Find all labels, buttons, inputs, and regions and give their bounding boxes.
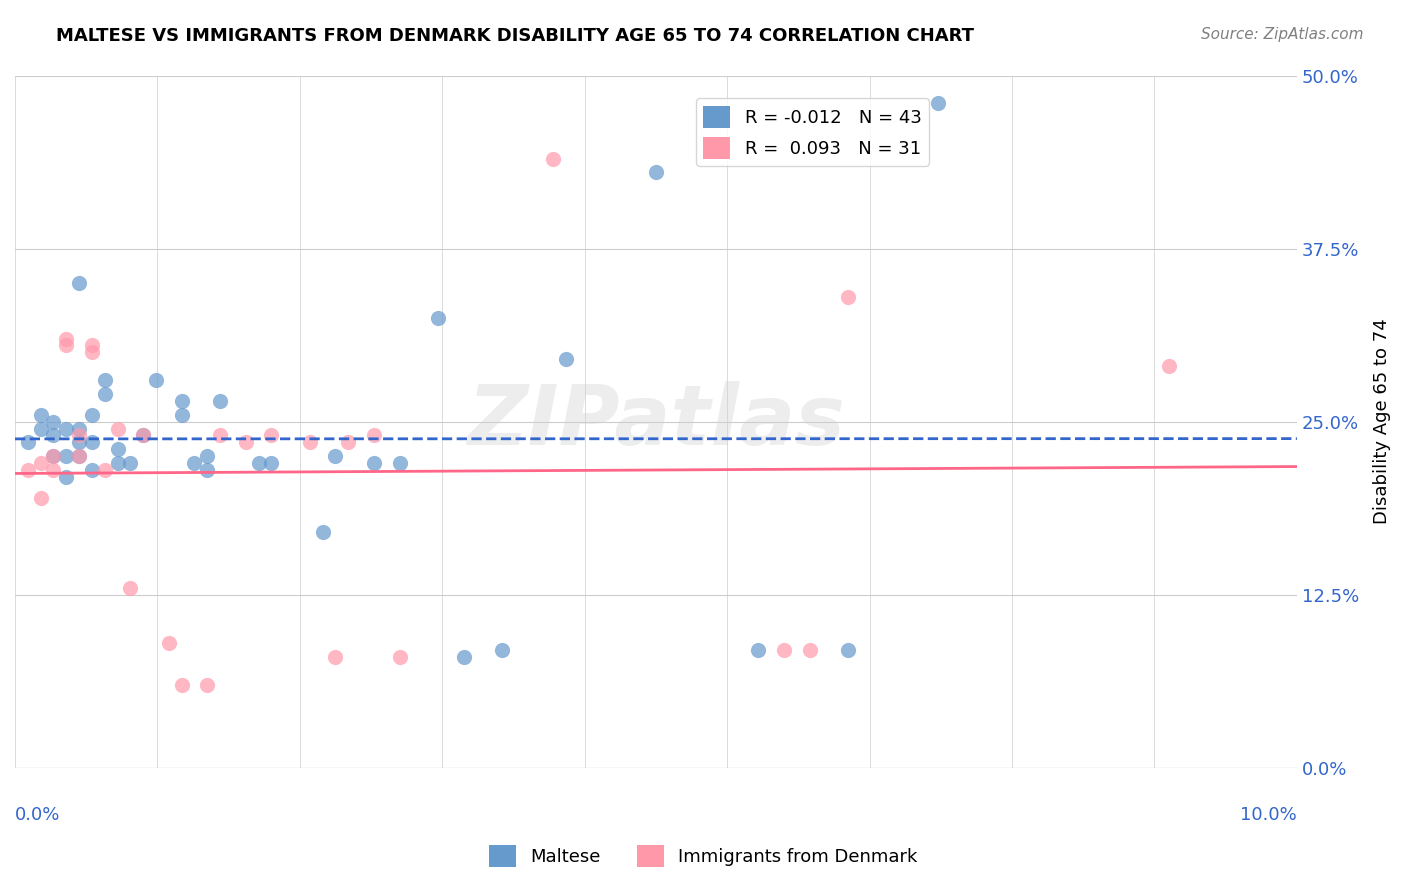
Text: MALTESE VS IMMIGRANTS FROM DENMARK DISABILITY AGE 65 TO 74 CORRELATION CHART: MALTESE VS IMMIGRANTS FROM DENMARK DISAB… bbox=[56, 27, 974, 45]
Point bbox=[260, 456, 283, 470]
Point bbox=[453, 649, 475, 664]
Point bbox=[337, 435, 360, 450]
Point bbox=[799, 643, 821, 657]
Point bbox=[543, 152, 565, 166]
Point bbox=[30, 491, 52, 505]
Point bbox=[427, 310, 450, 325]
Point bbox=[107, 456, 129, 470]
Point bbox=[67, 435, 90, 450]
Point bbox=[555, 352, 578, 367]
Point bbox=[93, 463, 115, 477]
Point bbox=[17, 463, 39, 477]
Point bbox=[80, 435, 103, 450]
Point bbox=[1157, 359, 1180, 374]
Text: ZIPatlas: ZIPatlas bbox=[467, 381, 845, 462]
Point bbox=[93, 373, 115, 387]
Point bbox=[235, 435, 257, 450]
Point bbox=[67, 428, 90, 442]
Point bbox=[42, 415, 65, 429]
Text: Source: ZipAtlas.com: Source: ZipAtlas.com bbox=[1201, 27, 1364, 42]
Point bbox=[42, 449, 65, 463]
Point bbox=[170, 393, 193, 408]
Point bbox=[145, 373, 167, 387]
Point bbox=[388, 649, 411, 664]
Point bbox=[67, 421, 90, 435]
Point bbox=[30, 456, 52, 470]
Point bbox=[837, 290, 859, 304]
Point bbox=[773, 643, 796, 657]
Point bbox=[132, 428, 155, 442]
Point bbox=[195, 463, 218, 477]
Point bbox=[260, 428, 283, 442]
Point bbox=[55, 332, 77, 346]
Point bbox=[747, 643, 769, 657]
Point bbox=[170, 678, 193, 692]
Point bbox=[363, 428, 385, 442]
Point bbox=[67, 449, 90, 463]
Point bbox=[120, 581, 142, 595]
Legend: Maltese, Immigrants from Denmark: Maltese, Immigrants from Denmark bbox=[481, 838, 925, 874]
Point bbox=[247, 456, 270, 470]
Point bbox=[645, 165, 668, 179]
Point bbox=[80, 463, 103, 477]
Point bbox=[30, 421, 52, 435]
Point bbox=[325, 649, 347, 664]
Point bbox=[80, 345, 103, 359]
Legend: R = -0.012   N = 43, R =  0.093   N = 31: R = -0.012 N = 43, R = 0.093 N = 31 bbox=[696, 98, 929, 166]
Text: 0.0%: 0.0% bbox=[15, 805, 60, 824]
Point bbox=[42, 428, 65, 442]
Point bbox=[170, 408, 193, 422]
Point bbox=[67, 276, 90, 290]
Point bbox=[363, 456, 385, 470]
Point bbox=[491, 643, 513, 657]
Point bbox=[927, 96, 949, 111]
Point bbox=[157, 636, 180, 650]
Point bbox=[55, 470, 77, 484]
Text: 10.0%: 10.0% bbox=[1240, 805, 1296, 824]
Point bbox=[298, 435, 321, 450]
Point bbox=[55, 421, 77, 435]
Point bbox=[80, 338, 103, 352]
Point bbox=[30, 408, 52, 422]
Point bbox=[42, 449, 65, 463]
Point bbox=[42, 463, 65, 477]
Point bbox=[311, 525, 333, 540]
Point bbox=[120, 456, 142, 470]
Point bbox=[67, 449, 90, 463]
Point bbox=[195, 678, 218, 692]
Point bbox=[325, 449, 347, 463]
Point bbox=[388, 456, 411, 470]
Point bbox=[195, 449, 218, 463]
Y-axis label: Disability Age 65 to 74: Disability Age 65 to 74 bbox=[1374, 318, 1391, 524]
Point bbox=[209, 428, 232, 442]
Point bbox=[107, 442, 129, 457]
Point bbox=[93, 387, 115, 401]
Point bbox=[55, 338, 77, 352]
Point bbox=[132, 428, 155, 442]
Point bbox=[209, 393, 232, 408]
Point bbox=[837, 643, 859, 657]
Point bbox=[55, 449, 77, 463]
Point bbox=[80, 408, 103, 422]
Point bbox=[17, 435, 39, 450]
Point bbox=[107, 421, 129, 435]
Point bbox=[183, 456, 205, 470]
